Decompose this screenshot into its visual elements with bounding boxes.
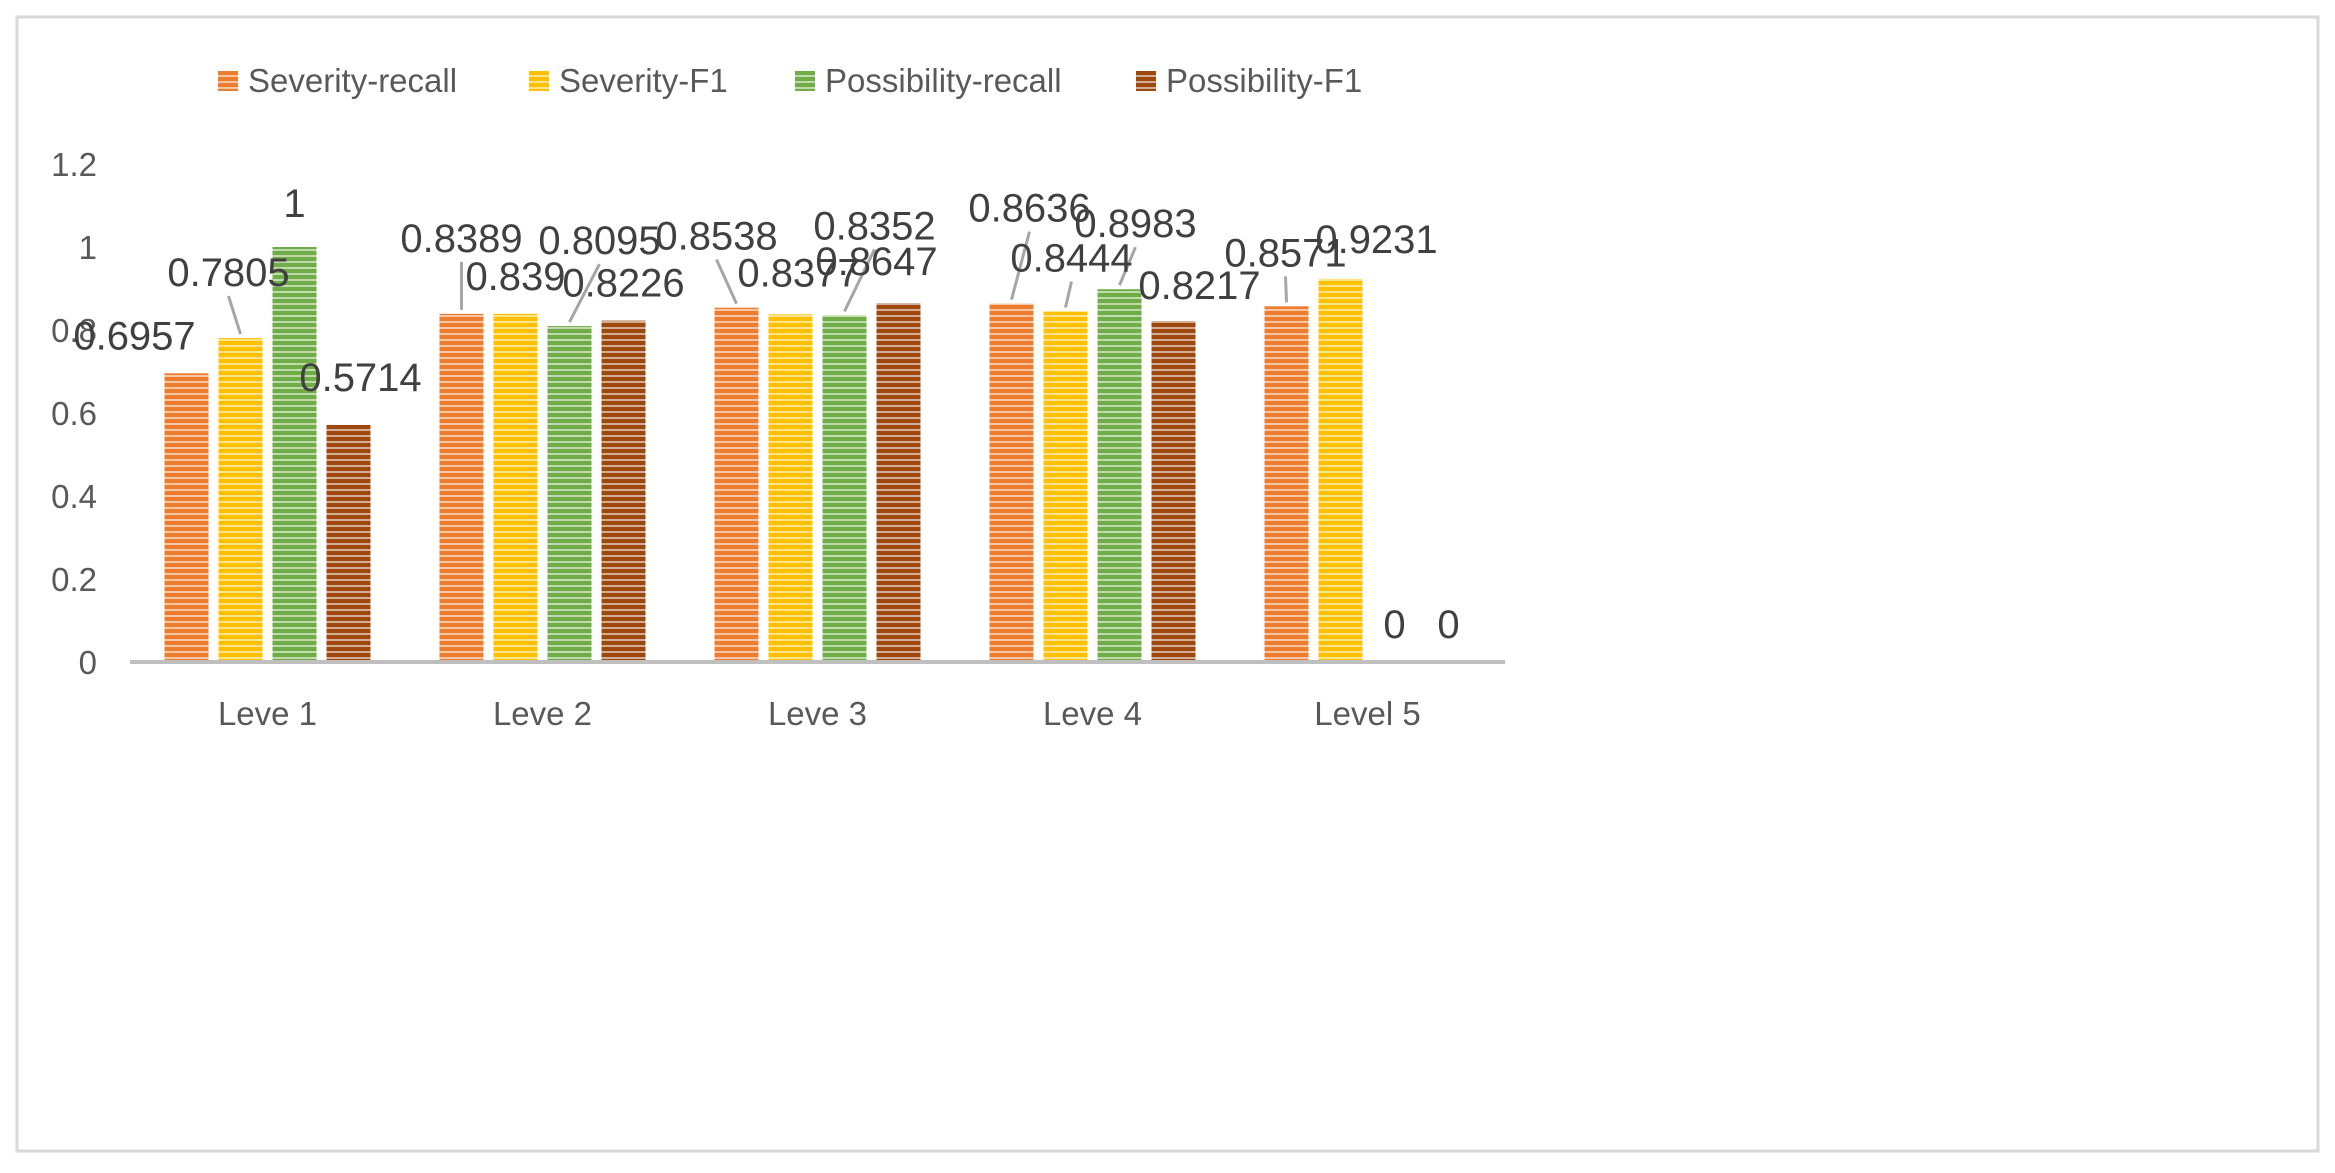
data-label: 0.8571 xyxy=(1224,231,1346,275)
leader-line xyxy=(1010,231,1031,300)
x-tick-label: Leve 3 xyxy=(768,695,867,732)
bar xyxy=(272,247,317,662)
legend-swatch xyxy=(1136,71,1156,91)
data-labels: 0.6957 0.8389 0.8538 0.8636 0.8571 0.7805 0.83… xyxy=(73,182,1459,647)
bar xyxy=(326,424,371,662)
data-label: 0.8636 xyxy=(968,187,1090,231)
leader-line xyxy=(1064,281,1073,308)
y-tick-label: 0.6 xyxy=(51,395,97,432)
data-label: 0.5714 xyxy=(299,356,421,400)
y-axis: 0 0.2 0.4 0.6 0.8 1 1.2 xyxy=(51,146,97,681)
legend-item: Severity-F1 xyxy=(529,62,728,99)
data-label: 0.7805 xyxy=(167,251,289,295)
x-tick-label: Leve 2 xyxy=(493,695,592,732)
leader-line xyxy=(715,259,738,305)
data-label: 0.8538 xyxy=(655,215,777,259)
legend-label: Possibility-recall xyxy=(825,62,1062,99)
legend: Severity-recall Severity-F1 Possibility-re… xyxy=(218,62,1362,99)
x-tick-label: Leve 4 xyxy=(1043,695,1142,732)
y-tick-label: 1 xyxy=(79,229,97,266)
bar xyxy=(1097,289,1142,662)
bar xyxy=(1318,278,1363,662)
data-label: 0.8983 xyxy=(1074,202,1196,246)
y-tick-label: 0.8 xyxy=(51,312,97,349)
data-label: 0.8389 xyxy=(400,217,522,261)
bars xyxy=(164,247,1363,662)
data-label: 1 xyxy=(283,182,305,226)
legend-swatch xyxy=(218,71,238,91)
data-label: 0 xyxy=(1437,603,1459,647)
bar xyxy=(989,303,1034,662)
data-label: 0.8352 xyxy=(813,204,935,248)
y-tick-label: 1.2 xyxy=(51,146,97,183)
bar xyxy=(1264,306,1309,662)
leader-line xyxy=(1118,246,1137,286)
bar xyxy=(876,303,921,662)
leader-lines xyxy=(227,231,1288,335)
y-tick-label: 0.2 xyxy=(51,561,97,598)
bar xyxy=(164,373,209,662)
data-label: 0.8217 xyxy=(1138,264,1260,308)
bar xyxy=(1043,311,1088,662)
legend-label: Severity-F1 xyxy=(559,62,728,99)
y-tick-label: 0.4 xyxy=(51,478,97,515)
legend-swatch xyxy=(529,71,549,91)
data-label: 0.839 xyxy=(465,255,565,299)
x-axis: Leve 1 Leve 2 Leve 3 Leve 4 Level 5 xyxy=(130,660,1505,732)
bar xyxy=(1151,320,1196,662)
x-tick-label: Level 5 xyxy=(1314,695,1420,732)
leader-line xyxy=(843,248,876,313)
bar xyxy=(768,314,813,662)
data-label: 0.8647 xyxy=(815,240,937,284)
bar xyxy=(493,313,538,662)
data-label: 0.8444 xyxy=(1010,237,1132,281)
data-label: 0 xyxy=(1383,603,1405,647)
bar xyxy=(601,320,646,662)
data-label: 0.8095 xyxy=(538,219,660,263)
legend-item: Possibility-F1 xyxy=(1136,62,1362,99)
legend-label: Possibility-F1 xyxy=(1166,62,1362,99)
leader-line xyxy=(1284,276,1288,303)
bar xyxy=(822,315,867,662)
leader-line xyxy=(568,263,601,323)
data-label: 0.6957 xyxy=(73,314,195,358)
bar xyxy=(218,338,263,662)
bar xyxy=(439,313,484,662)
legend-item: Possibility-recall xyxy=(795,62,1062,99)
y-tick-label: 0 xyxy=(79,644,97,681)
x-tick-label: Leve 1 xyxy=(218,695,317,732)
data-label: 0.8377 xyxy=(737,251,859,295)
bar xyxy=(547,326,592,662)
data-label: 0.9231 xyxy=(1315,218,1437,262)
legend-label: Severity-recall xyxy=(248,62,457,99)
bar xyxy=(714,307,759,662)
leader-line xyxy=(227,295,242,335)
legend-item: Severity-recall xyxy=(218,62,457,99)
legend-swatch xyxy=(795,71,815,91)
data-label: 0.8226 xyxy=(562,262,684,306)
